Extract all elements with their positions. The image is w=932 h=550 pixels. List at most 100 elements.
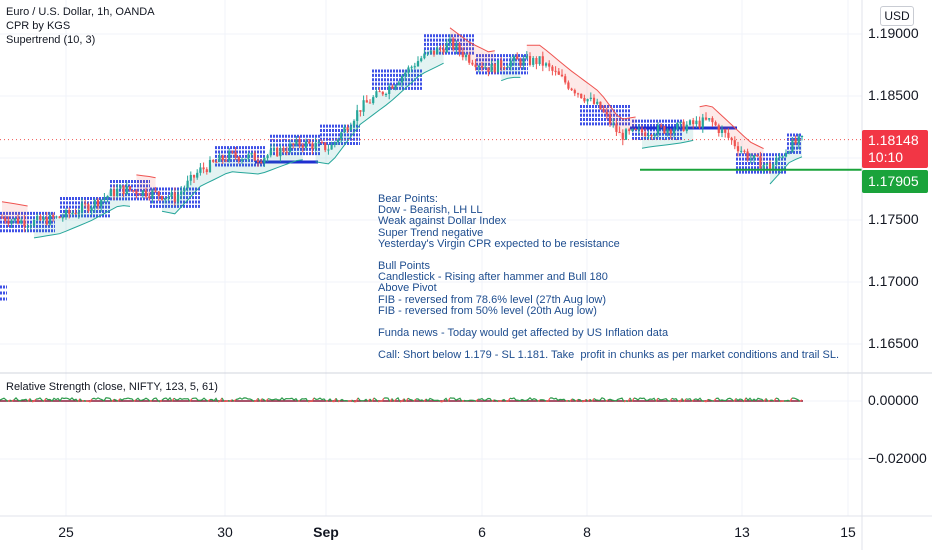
rsi-line bbox=[415, 398, 425, 403]
candle-body bbox=[484, 67, 487, 69]
rsi-line bbox=[151, 397, 161, 403]
candle-body bbox=[372, 97, 375, 104]
candle-body bbox=[644, 132, 647, 137]
rsi-line bbox=[405, 397, 409, 402]
rsi-indicator-label[interactable]: Relative Strength (close, NIFTY, 123, 5,… bbox=[6, 381, 218, 393]
rsi-line bbox=[117, 398, 121, 402]
bull-point: FIB - reversed from 78.6% level (27th Au… bbox=[378, 293, 607, 306]
rsi-line bbox=[217, 397, 223, 403]
candle-body bbox=[599, 101, 602, 110]
candle-body bbox=[410, 66, 413, 68]
candle-body bbox=[615, 123, 618, 132]
time-tick-label: 25 bbox=[58, 524, 74, 540]
candle-body bbox=[628, 129, 631, 131]
candle-body bbox=[493, 64, 496, 73]
rsi-line bbox=[45, 397, 79, 403]
candle-body bbox=[381, 91, 384, 95]
rsi-line bbox=[493, 399, 499, 403]
candle-body bbox=[576, 93, 580, 95]
candle-body bbox=[221, 155, 224, 161]
candle-body bbox=[295, 139, 298, 145]
candle-body bbox=[660, 125, 663, 127]
candle-body bbox=[320, 142, 324, 144]
candle-body bbox=[45, 217, 48, 225]
rsi-line bbox=[707, 398, 715, 402]
supertrend-line bbox=[33, 205, 131, 239]
rsi-line bbox=[539, 399, 547, 402]
rsi-line bbox=[703, 399, 709, 403]
supertrend-fill bbox=[136, 174, 156, 199]
candle-body bbox=[541, 56, 544, 66]
rsi-line bbox=[683, 398, 687, 403]
candle-body bbox=[589, 97, 592, 100]
rsi-line bbox=[231, 399, 235, 402]
candle-body bbox=[429, 50, 432, 53]
candle-body bbox=[311, 143, 314, 150]
bear-title: Bear Points: bbox=[378, 193, 438, 205]
candle-body bbox=[420, 58, 423, 62]
symbol-title: Euro / U.S. Dollar, 1h, OANDA bbox=[6, 6, 155, 18]
rsi-line bbox=[335, 398, 339, 403]
candle-body bbox=[752, 155, 756, 159]
time-tick-label: 30 bbox=[217, 524, 233, 540]
rsi-line bbox=[581, 398, 587, 403]
candle-body bbox=[106, 196, 109, 198]
rsi-line bbox=[207, 399, 211, 402]
rsi-line bbox=[43, 397, 47, 402]
indicator-cpr-label[interactable]: CPR by KGS bbox=[6, 20, 71, 32]
rsi-line bbox=[475, 398, 479, 402]
candle-body bbox=[423, 53, 426, 59]
bear-point: Weak against Dollar Index bbox=[378, 215, 507, 228]
rsi-line bbox=[221, 397, 225, 402]
candle-body bbox=[452, 38, 455, 50]
candle-body bbox=[109, 189, 112, 197]
rsi-line bbox=[461, 399, 465, 403]
rsi-line bbox=[505, 397, 511, 403]
candle-body bbox=[708, 118, 711, 120]
candle-body bbox=[58, 216, 61, 219]
candle-body bbox=[605, 111, 608, 115]
candle-body bbox=[384, 94, 388, 96]
candle-body bbox=[29, 225, 32, 227]
candle-body bbox=[551, 66, 554, 71]
indicator-supertrend-label[interactable]: Supertrend (10, 3) bbox=[6, 34, 96, 46]
rsi-line bbox=[449, 397, 463, 402]
candle-body bbox=[205, 169, 208, 173]
supertrend-line bbox=[161, 159, 303, 215]
candle-body bbox=[416, 61, 420, 67]
candle-body bbox=[186, 180, 189, 189]
candle-body bbox=[439, 47, 442, 49]
rsi-line bbox=[337, 400, 341, 403]
rsi-line bbox=[224, 400, 229, 402]
rsi-line bbox=[235, 397, 255, 403]
candle-body bbox=[685, 124, 688, 132]
rsi-line bbox=[13, 397, 29, 402]
candle-body bbox=[272, 147, 276, 150]
candle-body bbox=[298, 139, 301, 146]
candle-body bbox=[90, 207, 93, 212]
rsi-line bbox=[7, 399, 11, 402]
candle-body bbox=[80, 203, 84, 213]
analysis-notes: Bear Points: Dow - Bearish, LH LL Weak aga… bbox=[378, 193, 839, 361]
candle-body bbox=[32, 219, 36, 226]
rsi-line bbox=[191, 397, 209, 402]
candle-body bbox=[292, 143, 295, 145]
candle-body bbox=[224, 160, 228, 162]
currency-button[interactable]: USD bbox=[880, 6, 914, 26]
candle-body bbox=[247, 154, 250, 159]
candle-body bbox=[682, 121, 685, 132]
candle-body bbox=[340, 132, 343, 140]
rsi-line bbox=[575, 399, 579, 402]
rsi-line bbox=[113, 398, 119, 402]
candle-body bbox=[7, 221, 10, 224]
candle-body bbox=[784, 152, 788, 157]
candle-body bbox=[215, 161, 218, 163]
rsi-line bbox=[565, 399, 569, 402]
candle-body bbox=[308, 141, 311, 144]
candle-body bbox=[519, 59, 522, 66]
supertrend-line bbox=[449, 27, 495, 53]
rsi-line bbox=[377, 397, 385, 403]
rsi-line bbox=[569, 398, 573, 402]
candle-body bbox=[634, 128, 637, 130]
